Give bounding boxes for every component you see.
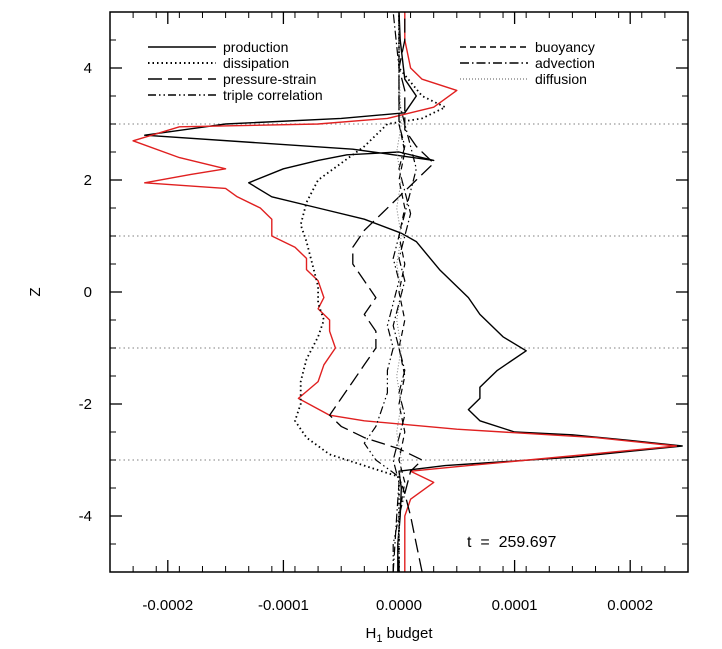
legend-label: diffusion bbox=[535, 71, 587, 87]
x-tick-label: 0.0000 bbox=[376, 597, 422, 614]
ticks: -0.0002 -0.0001 0.0000 0.0001 0.0002 -4 -2 0 2 4 bbox=[79, 11, 689, 614]
y-tick-label: -4 bbox=[79, 508, 92, 525]
x-axis-title-subscript: 1 bbox=[376, 633, 382, 645]
series-line-diffusion bbox=[396, 12, 402, 572]
series-line-advection bbox=[392, 11, 412, 573]
x-tick-label: -0.0001 bbox=[258, 597, 309, 614]
legend-label: buoyancy bbox=[535, 39, 595, 55]
x-axis-title-rest: budget bbox=[382, 625, 433, 642]
legend-label: advection bbox=[535, 55, 595, 71]
x-axis-title-main: H bbox=[365, 625, 376, 642]
y-tick-label: -2 bbox=[79, 396, 92, 413]
y-axis-title: Z bbox=[27, 287, 44, 296]
time-annotation: t = 259.697 bbox=[467, 534, 557, 551]
y-tick-label: 4 bbox=[84, 60, 92, 77]
legend-label: pressure-strain bbox=[223, 71, 316, 87]
series-line-buoyancy bbox=[398, 12, 406, 572]
legend-label: production bbox=[223, 39, 288, 55]
legend-label: dissipation bbox=[223, 55, 289, 71]
x-tick-label: 0.0002 bbox=[607, 597, 653, 614]
x-tick-label: 0.0001 bbox=[492, 597, 538, 614]
y-tick-label: 2 bbox=[84, 172, 92, 189]
x-axis-title: H1 budget bbox=[365, 625, 433, 645]
series-line-pressure-strain bbox=[328, 12, 435, 573]
y-tick-label: 0 bbox=[84, 284, 92, 301]
x-tick-label: -0.0002 bbox=[142, 597, 193, 614]
legend-label: triple correlation bbox=[223, 87, 323, 103]
series-layer bbox=[132, 11, 683, 573]
series-line-red bbox=[132, 12, 678, 572]
series-line-triple-correlation bbox=[363, 12, 417, 572]
legend: productiondissipationpressure-straintrip… bbox=[148, 39, 595, 103]
